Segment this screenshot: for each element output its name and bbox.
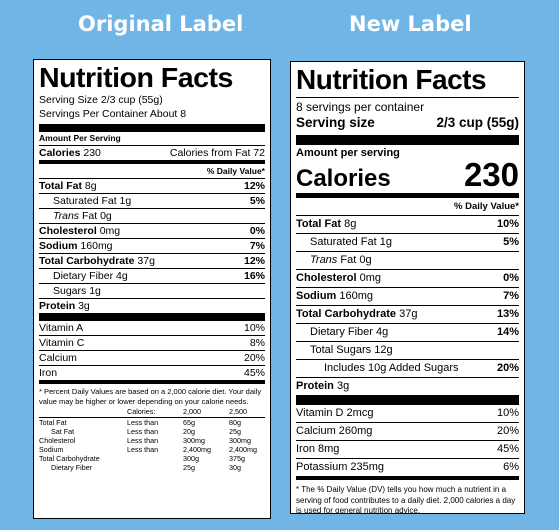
nutrient-row: Protein 3g [39, 298, 265, 313]
percent-dv-footnote: * Percent Daily Values are based on a 2,… [39, 387, 262, 406]
original-label-heading: Original Label [78, 12, 244, 36]
dv-table-row: Total Fat Less than 65g 80g [39, 418, 241, 427]
vitamin-row: Iron 8mg 45% [296, 440, 519, 458]
calories-label: Calories [39, 147, 81, 159]
dv-table-row: Total Carbohydrate 300g 375g [39, 454, 245, 463]
nutrient-row: Dietary Fiber 4g 16% [39, 268, 265, 283]
dv-table-row: Sodium Less than 2,400mg 2,400mg [39, 445, 257, 454]
dv-table-header: Calories: 2,000 2,500 [127, 407, 247, 416]
servings-per-container: 8 servings per container [296, 100, 425, 114]
vitamin-row: Vitamin C 8% [39, 335, 265, 349]
nutrition-facts-title: Nutrition Facts [296, 64, 487, 95]
nutrition-facts-title: Nutrition Facts [39, 62, 233, 93]
added-sugars-row: Includes 10g Added Sugars 20% [296, 359, 519, 377]
original-nutrition-label: Nutrition Facts Serving Size 2/3 cup (55… [33, 59, 271, 519]
amount-per-serving: Amount per serving [296, 147, 400, 159]
nutrient-row: Total Fat 8g 12% [39, 178, 265, 192]
vitamin-row: Vitamin D 2mcg 10% [296, 407, 519, 419]
vitamin-row: Potassium 235mg 6% [296, 458, 519, 476]
dv-table-row: Cholesterol Less than 300mg 300mg [39, 436, 251, 445]
nutrient-row: Trans Fat 0g [39, 208, 265, 223]
servings-per-container: Servings Per Container About 8 [39, 108, 187, 120]
nutrient-row: Dietary Fiber 4g 14% [296, 323, 519, 341]
calories-value: 230 [463, 156, 519, 193]
vitamin-row: Calcium 20% [39, 350, 265, 364]
serving-size-label: Serving size [296, 115, 375, 130]
nutrient-row: Total Carbohydrate 37g 12% [39, 253, 265, 267]
vitamin-row: Vitamin A 10% [39, 322, 265, 334]
nutrient-row: Total Fat 8g 10% [296, 215, 519, 233]
new-label-heading: New Label [349, 12, 472, 36]
nutrient-row: Sodium 160mg 7% [39, 238, 265, 252]
calories-value: 230 [83, 147, 101, 159]
percent-dv-footnote: * The % Daily Value (DV) tells you how m… [296, 485, 516, 514]
calories-row: Calories 230 Calories from Fat 72 [39, 145, 265, 160]
serving-size-row: Serving size 2/3 cup (55g) [296, 115, 519, 131]
nutrient-row: Protein 3g [296, 377, 519, 395]
nutrient-row: Sugars 1g [39, 283, 265, 298]
nutrient-row: Saturated Fat 1g 5% [39, 193, 265, 208]
calories-row: Calories 230 [296, 158, 519, 191]
serving-size-value: 2/3 cup (55g) [436, 115, 519, 130]
nutrient-row: Trans Fat 0g [296, 251, 519, 269]
dv-table-row: Sat Fat Less than 20g 25g [51, 427, 241, 436]
daily-value-header: % Daily Value* [206, 166, 265, 176]
calories-label: Calories [296, 165, 391, 192]
dv-table-row: Dietary Fiber 25g 30g [51, 463, 241, 472]
nutrient-row: Saturated Fat 1g 5% [296, 233, 519, 251]
amount-per-serving: Amount Per Serving [39, 133, 121, 143]
vitamin-row: Calcium 260mg 20% [296, 422, 519, 440]
nutrient-row: Sodium 160mg 7% [296, 287, 519, 305]
daily-value-header: % Daily Value* [454, 201, 519, 212]
nutrient-row: Total Carbohydrate 37g 13% [296, 305, 519, 323]
nutrient-row: Cholesterol 0mg 0% [39, 223, 265, 237]
new-nutrition-label: Nutrition Facts 8 servings per container… [290, 61, 525, 514]
nutrient-row: Cholesterol 0mg 0% [296, 269, 519, 287]
nutrient-row: Total Sugars 12g [296, 341, 519, 359]
serving-size: Serving Size 2/3 cup (55g) [39, 94, 163, 106]
vitamin-row: Iron 45% [39, 365, 265, 379]
calories-from-fat: Calories from Fat 72 [169, 147, 265, 159]
